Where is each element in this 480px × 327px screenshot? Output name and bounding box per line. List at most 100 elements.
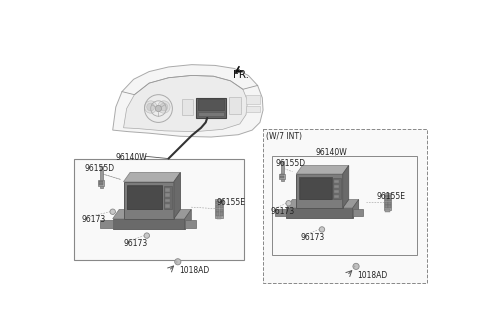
Polygon shape [296, 174, 343, 208]
Bar [388, 198, 391, 201]
Bar [280, 176, 285, 177]
Bar [99, 182, 103, 184]
Bar [127, 185, 162, 209]
Bar [165, 188, 170, 192]
Bar [279, 174, 285, 179]
Bar [216, 216, 221, 219]
Polygon shape [287, 199, 359, 208]
Polygon shape [113, 219, 185, 230]
Bar [384, 202, 387, 205]
Circle shape [144, 101, 157, 113]
Polygon shape [123, 182, 174, 219]
Polygon shape [185, 209, 192, 230]
Polygon shape [123, 172, 180, 182]
Bar [299, 177, 332, 199]
Text: 96173: 96173 [82, 215, 106, 224]
Bar [98, 180, 104, 186]
Bar [74, 159, 244, 260]
Bar [215, 199, 223, 218]
Circle shape [157, 101, 170, 113]
Polygon shape [275, 209, 287, 216]
Text: 96140W: 96140W [316, 148, 348, 157]
Bar [384, 205, 387, 208]
Text: 96155E: 96155E [216, 198, 246, 207]
Bar [99, 184, 103, 185]
Bar [182, 99, 193, 115]
Bar [282, 161, 283, 163]
Circle shape [286, 200, 291, 206]
Text: 96173: 96173 [271, 207, 295, 216]
Bar [388, 195, 391, 198]
Bar [100, 166, 102, 169]
Bar [220, 213, 223, 215]
Polygon shape [185, 220, 196, 228]
Bar [127, 185, 162, 209]
Bar [99, 166, 103, 188]
Polygon shape [123, 76, 248, 132]
Bar [388, 205, 391, 208]
Bar [280, 174, 285, 175]
Bar [388, 202, 391, 205]
Bar [272, 156, 417, 255]
Bar [99, 181, 103, 182]
Bar [246, 95, 260, 104]
Bar [220, 201, 223, 204]
Bar [385, 209, 390, 212]
Bar [198, 112, 224, 116]
Circle shape [319, 227, 324, 232]
Bar [220, 209, 223, 212]
Bar [220, 205, 223, 208]
Polygon shape [113, 65, 263, 137]
Bar [198, 99, 224, 110]
Polygon shape [296, 165, 348, 174]
Polygon shape [174, 172, 180, 219]
Bar [334, 195, 339, 198]
Bar [165, 193, 170, 197]
Text: 96155E: 96155E [376, 192, 405, 201]
Text: 96173: 96173 [300, 233, 324, 242]
Text: FR.: FR. [233, 70, 249, 80]
Bar [216, 213, 219, 215]
Bar [281, 161, 284, 181]
Bar [165, 204, 170, 208]
Text: 1018AD: 1018AD [180, 267, 210, 275]
Bar [280, 177, 285, 178]
Text: 96155D: 96155D [276, 159, 306, 168]
Bar [165, 198, 170, 202]
Circle shape [160, 103, 168, 111]
Bar [300, 178, 331, 199]
Bar [216, 205, 219, 208]
Bar [164, 186, 172, 209]
Polygon shape [100, 220, 113, 228]
Text: 96155D: 96155D [84, 164, 114, 173]
Polygon shape [343, 165, 348, 208]
Circle shape [156, 106, 162, 112]
Bar [216, 201, 219, 204]
Bar [334, 185, 339, 188]
Circle shape [110, 209, 115, 215]
Bar [334, 178, 341, 199]
Circle shape [175, 259, 181, 265]
Bar [334, 180, 339, 183]
Text: 96173: 96173 [123, 239, 148, 249]
Polygon shape [353, 199, 359, 218]
Polygon shape [353, 209, 363, 216]
Circle shape [147, 103, 155, 111]
Circle shape [353, 263, 359, 269]
Bar [229, 97, 241, 114]
Bar [175, 261, 177, 263]
Bar [263, 129, 427, 283]
Text: 1018AD: 1018AD [358, 271, 388, 280]
Bar [246, 106, 260, 112]
Bar [384, 193, 391, 210]
Bar [384, 198, 387, 201]
Polygon shape [287, 208, 353, 218]
Text: 96140W: 96140W [116, 153, 147, 162]
Bar [353, 266, 355, 267]
Bar [196, 98, 226, 118]
Bar [216, 209, 219, 212]
Bar [384, 195, 387, 198]
Circle shape [144, 233, 149, 238]
Bar [334, 190, 339, 193]
Polygon shape [113, 209, 192, 219]
